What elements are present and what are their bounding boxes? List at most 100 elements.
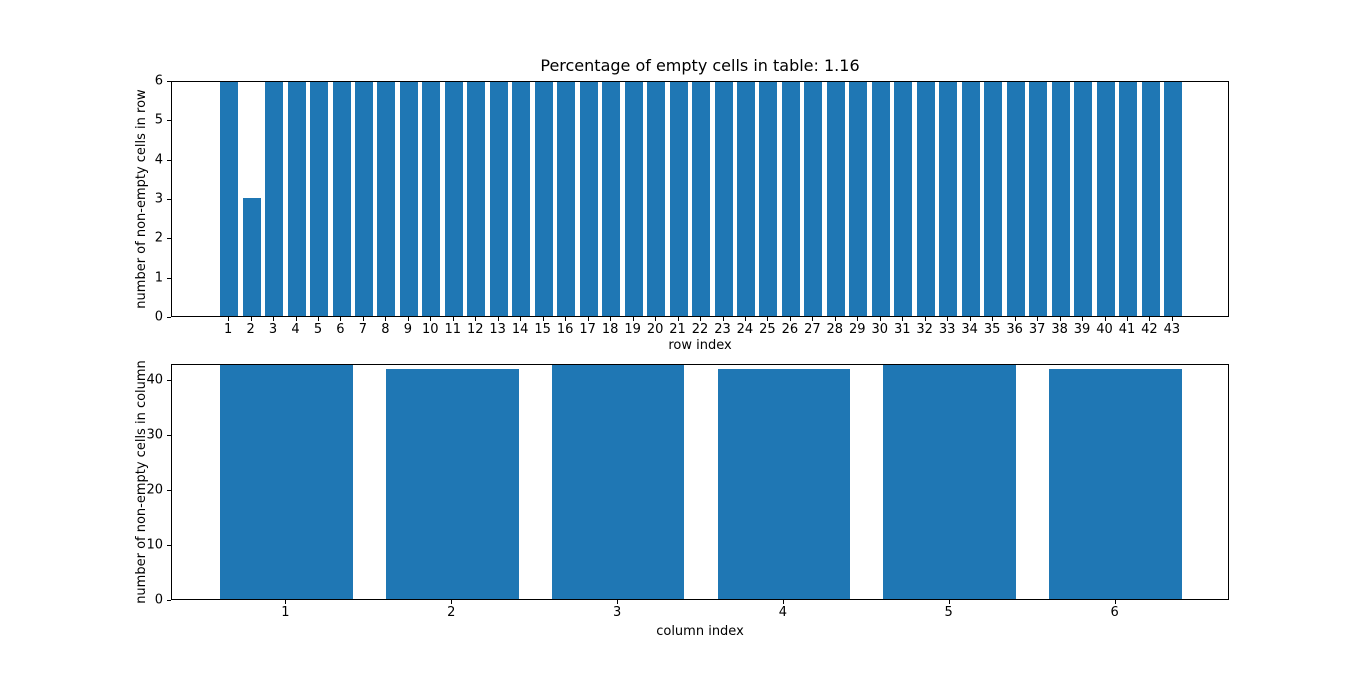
x-tick-label: 2 bbox=[246, 322, 255, 337]
bar-19 bbox=[624, 82, 643, 316]
x-tick-mark bbox=[340, 317, 342, 321]
x-tick-label: 32 bbox=[916, 322, 933, 337]
x-tick-label: 38 bbox=[1051, 322, 1068, 337]
x-tick-label: 34 bbox=[961, 322, 978, 337]
bar-29 bbox=[849, 82, 868, 316]
x-tick-mark bbox=[452, 317, 454, 321]
x-tick-label: 10 bbox=[422, 322, 439, 337]
bar-32 bbox=[916, 82, 935, 316]
x-tick-label: 24 bbox=[736, 322, 754, 337]
x-tick-label: 36 bbox=[1006, 322, 1023, 337]
x-tick-label: 2 bbox=[447, 605, 456, 620]
x-tick-label: 7 bbox=[358, 322, 368, 337]
bar-31 bbox=[894, 82, 913, 316]
bar-18 bbox=[602, 82, 621, 316]
bar-10 bbox=[422, 82, 441, 316]
x-tick-label: 19 bbox=[624, 322, 641, 337]
bar-4 bbox=[287, 82, 306, 316]
y-tick-mark bbox=[167, 278, 171, 279]
y-tick-label: 40 bbox=[146, 372, 163, 388]
x-tick-mark bbox=[520, 317, 522, 321]
bar-30 bbox=[871, 82, 890, 316]
x-tick-mark bbox=[407, 317, 409, 321]
x-tick-mark bbox=[1171, 317, 1173, 321]
x-tick-label: 12 bbox=[467, 322, 484, 337]
y-tick-mark bbox=[167, 199, 171, 200]
bar-14 bbox=[512, 82, 531, 316]
x-tick-label: 8 bbox=[381, 322, 390, 337]
x-tick-label: 28 bbox=[826, 322, 844, 337]
x-tick-label: 39 bbox=[1073, 322, 1091, 337]
bar-34 bbox=[961, 82, 980, 316]
y-tick-mark bbox=[167, 81, 171, 82]
bar-6 bbox=[1049, 368, 1182, 599]
y-tick-label: 6 bbox=[154, 73, 163, 89]
y-tick-mark bbox=[167, 435, 171, 436]
bar-4 bbox=[717, 368, 851, 599]
column-chart-plot-area bbox=[171, 364, 1229, 600]
y-tick-mark bbox=[167, 160, 171, 161]
bar-7 bbox=[354, 82, 373, 316]
x-tick-mark bbox=[879, 317, 881, 321]
bar-3 bbox=[265, 82, 283, 316]
bar-12 bbox=[467, 82, 486, 316]
x-tick-label: 43 bbox=[1163, 322, 1181, 337]
x-tick-mark bbox=[430, 317, 432, 321]
y-tick-label: 1 bbox=[154, 270, 163, 286]
bar-33 bbox=[939, 82, 958, 316]
bar-2 bbox=[242, 198, 261, 316]
x-tick-mark bbox=[767, 317, 769, 321]
x-tick-label: 15 bbox=[534, 322, 551, 337]
x-tick-mark bbox=[655, 317, 657, 321]
x-tick-label: 11 bbox=[444, 322, 462, 337]
x-tick-mark bbox=[924, 317, 926, 321]
y-tick-mark bbox=[167, 317, 171, 318]
x-tick-label: 42 bbox=[1141, 322, 1158, 337]
x-tick-label: 41 bbox=[1118, 322, 1136, 337]
x-tick-label: 21 bbox=[669, 322, 686, 337]
bar-27 bbox=[804, 82, 823, 316]
x-tick-label: 40 bbox=[1096, 322, 1113, 337]
y-tick-label: 10 bbox=[146, 537, 163, 553]
y-tick-label: 20 bbox=[146, 482, 163, 498]
bar-40 bbox=[1096, 82, 1115, 316]
bar-36 bbox=[1006, 82, 1025, 316]
y-tick-mark bbox=[167, 490, 171, 491]
x-tick-mark bbox=[587, 317, 589, 321]
x-tick-mark bbox=[969, 317, 971, 321]
bar-11 bbox=[444, 82, 463, 316]
x-tick-mark bbox=[992, 317, 994, 321]
x-tick-mark bbox=[782, 600, 784, 604]
x-tick-mark bbox=[902, 317, 904, 321]
bar-17 bbox=[579, 82, 598, 316]
x-tick-label: 35 bbox=[983, 322, 1001, 337]
bar-26 bbox=[781, 82, 800, 316]
y-tick-mark bbox=[167, 120, 171, 121]
bar-15 bbox=[534, 82, 553, 316]
x-tick-mark bbox=[1014, 317, 1016, 321]
y-tick-label: 3 bbox=[154, 191, 163, 207]
x-tick-label: 1 bbox=[223, 322, 233, 337]
x-tick-label: 9 bbox=[403, 322, 413, 337]
x-tick-label: 37 bbox=[1028, 322, 1046, 337]
x-tick-label: 5 bbox=[944, 605, 953, 620]
x-tick-mark bbox=[1059, 317, 1061, 321]
bar-41 bbox=[1119, 82, 1137, 316]
y-tick-mark bbox=[167, 545, 171, 546]
bar-25 bbox=[759, 82, 778, 316]
x-tick-label: 29 bbox=[849, 322, 866, 337]
bar-8 bbox=[377, 82, 396, 316]
bar-1 bbox=[220, 82, 239, 316]
bar-22 bbox=[692, 82, 710, 316]
chart-title: Percentage of empty cells in table: 1.16 bbox=[540, 56, 860, 75]
bar-16 bbox=[557, 82, 576, 316]
x-tick-label: 6 bbox=[336, 322, 345, 337]
x-tick-mark bbox=[700, 317, 701, 321]
bar-9 bbox=[399, 82, 418, 316]
y-tick-label: 0 bbox=[154, 592, 163, 608]
y-tick-label: 4 bbox=[154, 152, 163, 168]
x-tick-label: 27 bbox=[804, 322, 821, 337]
x-tick-label: 4 bbox=[291, 322, 300, 337]
x-tick-mark bbox=[857, 317, 859, 321]
